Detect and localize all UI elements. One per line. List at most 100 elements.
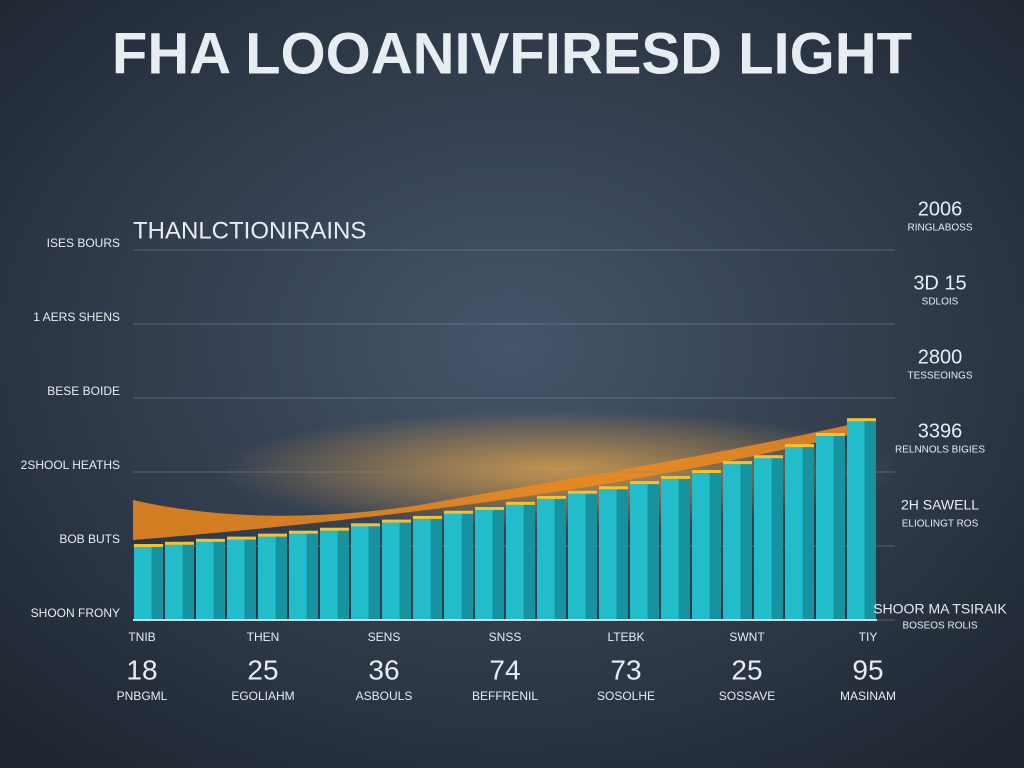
bar-cap (816, 433, 845, 436)
group-caption: EGOLIAHM (231, 689, 294, 703)
bar-cap (196, 538, 225, 542)
bar-shade (833, 435, 845, 620)
bar (258, 535, 287, 620)
group-caption: ASBOULS (356, 689, 413, 703)
bar-shade (678, 477, 690, 620)
y-tick-label: SHOON FRONY (31, 606, 120, 620)
bar-cap (847, 418, 876, 422)
bar-cap (413, 515, 442, 519)
bar (382, 521, 411, 620)
group-number: 74 (489, 654, 520, 685)
right-sublabel: RELNNOLS BIGIES (895, 445, 985, 456)
group-label: SENS (368, 630, 401, 644)
y-tick-label: 2SHOOL HEATHS (21, 458, 120, 472)
chart-subtitle: THANLCTIONIRAINS (133, 217, 366, 244)
group-label: THEN (247, 630, 280, 644)
bar-shade (213, 540, 225, 620)
group-number: 95 (852, 654, 883, 685)
bar-cap (475, 507, 504, 510)
y-tick-label: BOB BUTS (59, 532, 120, 546)
group-caption: BEFFRENIL (472, 689, 538, 703)
bar-cap (537, 495, 566, 499)
bar-shade (802, 446, 814, 620)
bar-cap (165, 541, 194, 545)
bar (134, 546, 163, 620)
bar-cap (692, 470, 721, 473)
bar-shade (151, 546, 163, 620)
right-sublabel: ELIOLINGT ROS (902, 519, 979, 530)
bar-shade (368, 525, 380, 620)
group-number: 73 (610, 654, 641, 685)
bar-shade (461, 512, 473, 620)
bar-shade (771, 457, 783, 620)
right-sublabel: BOSEOS ROLIS (902, 621, 977, 632)
right-label: 2H SAWELL (901, 497, 979, 513)
bar (723, 463, 752, 620)
bar (506, 503, 535, 620)
right-label: 2800 (918, 346, 963, 368)
bar-cap (382, 519, 411, 523)
group-label: LTEBK (607, 630, 644, 644)
bar (320, 529, 349, 620)
bar (568, 492, 597, 620)
right-label: 3D 15 (913, 272, 966, 294)
bar (630, 483, 659, 620)
bar (475, 509, 504, 620)
bar (196, 540, 225, 620)
bar (444, 512, 473, 620)
bar-cap (754, 455, 783, 459)
bar-shade (523, 503, 535, 620)
bar-shade (182, 543, 194, 620)
bar-shade (740, 463, 752, 620)
group-number: 18 (126, 654, 157, 685)
bar-cap (258, 533, 287, 537)
y-tick-label: 1 AERS SHENS (33, 310, 120, 324)
group-label: TNIB (128, 630, 155, 644)
bar-shade (709, 472, 721, 620)
bar-shade (585, 492, 597, 620)
bar (785, 446, 814, 620)
bar (289, 532, 318, 620)
bar (537, 497, 566, 620)
group-label: TIY (859, 630, 878, 644)
group-caption: SOSSAVE (719, 689, 775, 703)
bar-cap (723, 461, 752, 465)
bar (754, 457, 783, 620)
bar-cap (444, 510, 473, 514)
bar-shade (616, 488, 628, 620)
bar (847, 420, 876, 620)
bar-cap (568, 490, 597, 494)
bar-cap (599, 486, 628, 490)
bar-cap (320, 527, 349, 531)
right-label: 3396 (918, 420, 963, 442)
group-caption: PNBGML (117, 689, 168, 703)
group-caption: SOSOLHE (597, 689, 655, 703)
bar (692, 472, 721, 620)
bar-cap (506, 501, 535, 505)
group-label: SNSS (489, 630, 522, 644)
bar-shade (430, 517, 442, 620)
group-label: SWNT (729, 630, 765, 644)
bar-cap (630, 481, 659, 485)
bar-cap (134, 544, 163, 547)
bar-shade (275, 535, 287, 620)
group-caption: MASINAM (840, 689, 896, 703)
chart-title: FHA LOOANIVFIRESD LIGHT (112, 21, 912, 86)
bar-shade (554, 497, 566, 620)
right-sublabel: TESSEOINGS (907, 371, 972, 382)
bar (165, 543, 194, 620)
bar-shade (337, 529, 349, 620)
group-number: 36 (368, 654, 399, 685)
bar-cap (661, 475, 690, 479)
right-label: SHOOR MA TSIRAIK (873, 601, 1007, 617)
bar-cap (289, 530, 318, 534)
bar (413, 517, 442, 620)
bar-shade (306, 532, 318, 620)
bar-shade (864, 420, 876, 620)
bar (351, 525, 380, 620)
right-sublabel: RINGLABOSS (907, 223, 972, 234)
bar (227, 538, 256, 620)
